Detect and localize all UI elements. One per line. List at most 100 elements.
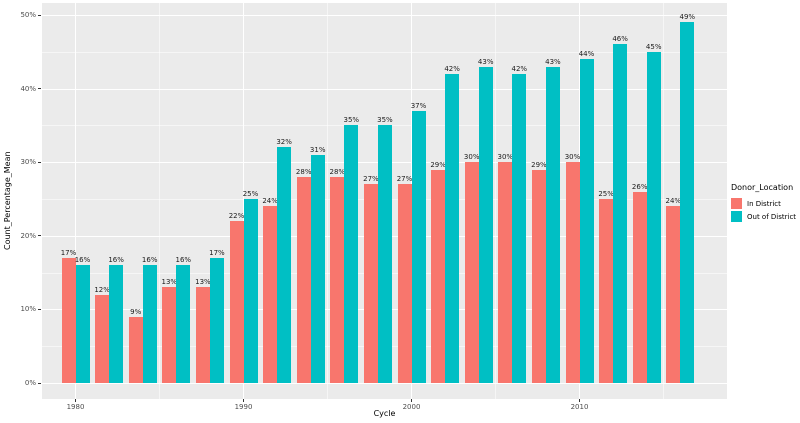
major-gridline-h	[42, 383, 727, 384]
y-tick-label: 40%	[20, 84, 36, 93]
bar-value-label: 24%	[665, 197, 682, 206]
bar-out-of-district	[243, 199, 258, 383]
bar-in-district	[464, 162, 479, 383]
minor-gridline-v	[159, 3, 160, 399]
y-tick-mark	[38, 88, 41, 90]
bar-value-label: 45%	[645, 42, 662, 51]
bar-value-label: 49%	[679, 13, 696, 22]
bar-value-label: 25%	[242, 190, 259, 198]
bar-out-of-district	[613, 44, 628, 383]
legend-title: Donor_Location	[731, 183, 794, 192]
y-tick-label: 10%	[20, 305, 36, 314]
bar-in-district	[531, 169, 546, 383]
bar-out-of-district	[310, 154, 325, 383]
bar-value-label: 27%	[363, 175, 379, 184]
y-tick-mark	[38, 382, 41, 384]
bar-in-district	[632, 191, 647, 383]
bar-out-of-district	[75, 265, 90, 383]
x-tick-label: 1980	[66, 403, 85, 411]
bar-in-district	[162, 287, 177, 383]
bar-value-label: 43%	[545, 57, 561, 66]
bar-in-district	[431, 169, 446, 383]
legend-entry-label: Out of District	[747, 212, 797, 221]
y-tick-mark	[38, 235, 41, 237]
bar-value-label: 30%	[497, 153, 514, 162]
bar-out-of-district	[680, 22, 695, 383]
y-tick-mark	[38, 308, 41, 310]
bar-out-of-district	[579, 59, 594, 383]
bar-out-of-district	[109, 265, 124, 383]
major-gridline-v	[75, 3, 76, 399]
bar-value-label: 16%	[175, 256, 192, 265]
bar-value-label: 16%	[74, 256, 91, 265]
bar-value-label: 27%	[396, 175, 413, 184]
bar-value-label: 30%	[564, 153, 581, 162]
legend-swatch	[731, 211, 742, 222]
y-tick-label: 50%	[20, 11, 36, 19]
y-tick-label: 30%	[20, 158, 36, 167]
bar-value-label: 13%	[161, 278, 178, 287]
bar-in-district	[666, 206, 681, 383]
bar-value-label: 35%	[377, 116, 393, 125]
plot-panel: 17% 16% 12% 16% 9% 16% 13% 16% 13% 17% 22% 25% 24% 32…	[42, 3, 727, 399]
x-tick-label: 2010	[570, 403, 589, 411]
bar-value-label: 42%	[511, 64, 528, 73]
x-tick-mark	[579, 399, 580, 402]
bar-out-of-district	[209, 257, 224, 383]
bar-value-label: 16%	[108, 256, 124, 265]
bar-value-label: 17%	[209, 248, 225, 257]
bar-value-label: 13%	[195, 278, 211, 287]
bar-value-label: 44%	[578, 50, 595, 59]
y-axis-title: Count_Percentage_Mean	[3, 151, 12, 251]
x-tick-mark	[243, 399, 244, 402]
bar-in-district	[363, 184, 378, 383]
bar-value-label: 9%	[130, 307, 142, 316]
bar-value-label: 16%	[141, 256, 158, 265]
x-axis-title: Cycle	[373, 409, 396, 418]
y-tick-mark	[38, 14, 41, 16]
bar-in-district	[498, 162, 513, 383]
bar-in-district	[330, 176, 345, 383]
bar-out-of-district	[344, 125, 359, 383]
major-gridline-h	[42, 15, 727, 16]
bar-in-district	[61, 257, 76, 383]
bar-value-label: 12%	[94, 285, 110, 294]
bar-out-of-district	[377, 125, 392, 383]
x-tick-mark	[75, 399, 76, 402]
x-tick-mark	[411, 399, 412, 402]
bar-out-of-district	[545, 66, 560, 383]
bar-in-district	[296, 176, 311, 383]
legend-entry: Out of District	[731, 211, 796, 222]
legend-entry: In District	[731, 198, 796, 209]
bar-out-of-district	[142, 265, 157, 383]
minor-gridline-v	[663, 3, 664, 399]
bar-value-label: 29%	[430, 160, 446, 169]
bar-out-of-district	[277, 147, 292, 383]
bar-value-label: 26%	[631, 182, 648, 191]
bar-out-of-district	[478, 66, 493, 383]
y-tick-label: 0%	[24, 379, 36, 387]
bar-out-of-district	[646, 51, 661, 383]
legend-entry-label: In District	[747, 199, 781, 208]
y-tick-mark	[38, 161, 41, 163]
bar-in-district	[229, 221, 244, 383]
bar-value-label: 30%	[463, 153, 480, 162]
bar-in-district	[195, 287, 210, 383]
bar-value-label: 22%	[228, 212, 245, 221]
bar-value-label: 28%	[329, 167, 346, 176]
bar-in-district	[263, 206, 278, 383]
x-tick-label: 1990	[234, 403, 253, 411]
bar-value-label: 17%	[60, 248, 77, 257]
bar-value-label: 35%	[343, 116, 360, 125]
bar-in-district	[565, 162, 580, 383]
bar-value-label: 46%	[612, 35, 628, 44]
bar-out-of-district	[512, 73, 527, 383]
bar-out-of-district	[411, 110, 426, 383]
bar-value-label: 24%	[262, 197, 278, 206]
legend: Donor_Location In District Out of Distric…	[731, 183, 796, 224]
legend-entries: In District Out of District	[731, 198, 796, 222]
bar-out-of-district	[176, 265, 191, 383]
bar-in-district	[397, 184, 412, 383]
bar-in-district	[95, 294, 110, 383]
